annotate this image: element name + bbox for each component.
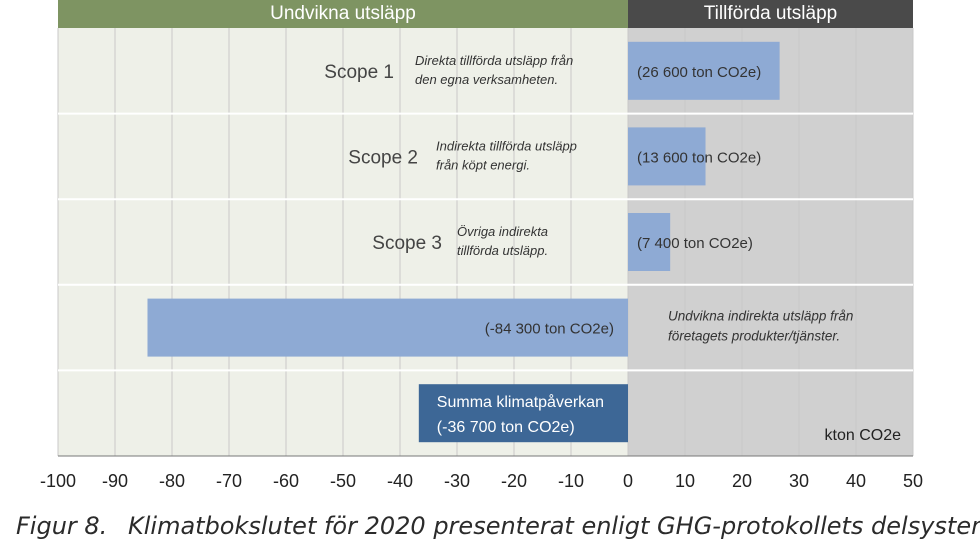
scope-label: Scope 3 [372, 233, 442, 254]
header-avoided [58, 0, 628, 28]
header-added [628, 0, 913, 28]
bar [147, 298, 629, 357]
caption-number: Figur 8. [16, 512, 108, 540]
x-tick-label: 10 [675, 471, 695, 491]
unit-label: kton CO2e [825, 427, 902, 444]
x-tick-label: 20 [732, 471, 752, 491]
scope-label: Scope 2 [348, 147, 418, 168]
x-tick-label: -50 [330, 471, 356, 491]
x-tick-label: 30 [789, 471, 809, 491]
figure-caption: Figur 8. Klimatbokslutet för 2020 present… [16, 512, 980, 540]
value-label: (26 600 ton CO2e) [637, 64, 761, 81]
row-separators [58, 112, 913, 372]
total-bar [418, 384, 628, 443]
caption-text: Klimatbokslutet för 2020 presenterat enl… [128, 512, 980, 540]
x-tick-label: -30 [444, 471, 470, 491]
row-description: den egna verksamheten. [415, 72, 558, 87]
bar [628, 41, 780, 100]
chart: Undvikna utsläpp Tillförda utsläpp (26 6… [40, 0, 923, 491]
x-tick-label: -20 [501, 471, 527, 491]
row-description: Undvikna indirekta utsläpp från [668, 309, 853, 324]
bar-row: (-84 300 ton CO2e) Undvikna indirekta uts… [147, 298, 853, 357]
x-tick-label: 0 [623, 471, 633, 491]
x-tick-label: -10 [558, 471, 584, 491]
row-description: Övriga indirekta [457, 224, 548, 239]
value-label: (7 400 ton CO2e) [637, 235, 753, 252]
x-tick-label: -70 [216, 471, 242, 491]
x-tick-label: -40 [387, 471, 413, 491]
header-avoided-label: Undvikna utsläpp [270, 3, 416, 24]
bar [628, 127, 706, 186]
row-description: Direkta tillförda utsläpp från [415, 53, 573, 68]
x-tick-label: 40 [846, 471, 866, 491]
x-tick-label: -60 [273, 471, 299, 491]
bar-row: (13 600 ton CO2e) Scope 2 Indirekta tillfö… [348, 127, 761, 186]
x-tick-label: -90 [102, 471, 128, 491]
bar-row: (26 600 ton CO2e) Scope 1 Direkta tillförd… [324, 41, 780, 100]
header-added-label: Tillförda utsläpp [704, 3, 837, 24]
bar-rows: (26 600 ton CO2e) Scope 1 Direkta tillförd… [147, 41, 853, 443]
bar-row: (7 400 ton CO2e) Scope 3 Övriga indirekta t… [372, 213, 753, 271]
x-tick-label: -100 [40, 471, 76, 491]
value-label: (-84 300 ton CO2e) [485, 321, 614, 338]
x-tick-label: 50 [903, 471, 923, 491]
x-tick-label: -80 [159, 471, 185, 491]
bar [628, 213, 671, 271]
total-label: Summa klimatpåverkan [437, 393, 604, 411]
bar-row: Summa klimatpåverkan (-36 700 ton CO2e) [418, 384, 628, 443]
row-description: tillförda utsläpp. [457, 243, 548, 258]
x-axis-ticks: -100 -90 -80 -70 -60 -50 -40 -30 -20 -10 0 10 20 30 40… [40, 471, 923, 491]
row-description: från köpt energi. [436, 157, 530, 172]
value-label: (13 600 ton CO2e) [637, 149, 761, 166]
value-label: (-36 700 ton CO2e) [437, 419, 575, 436]
scope-label: Scope 1 [324, 62, 394, 83]
row-description: företagets produkter/tjänster. [668, 329, 840, 344]
row-description: Indirekta tillförda utsläpp [436, 138, 577, 153]
